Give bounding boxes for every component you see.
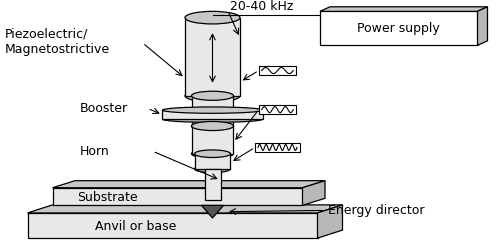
Polygon shape xyxy=(52,181,325,188)
Polygon shape xyxy=(302,181,325,205)
Ellipse shape xyxy=(185,89,240,102)
Text: Substrate: Substrate xyxy=(78,191,138,204)
Polygon shape xyxy=(192,96,234,126)
Ellipse shape xyxy=(162,116,262,122)
FancyBboxPatch shape xyxy=(255,143,300,152)
Polygon shape xyxy=(318,205,342,238)
Ellipse shape xyxy=(192,121,234,131)
Ellipse shape xyxy=(162,107,262,113)
Text: Horn: Horn xyxy=(80,145,110,158)
Ellipse shape xyxy=(185,11,240,24)
Polygon shape xyxy=(202,205,224,218)
Polygon shape xyxy=(52,188,302,205)
Polygon shape xyxy=(478,7,488,45)
Polygon shape xyxy=(320,7,488,11)
FancyBboxPatch shape xyxy=(259,105,296,114)
Polygon shape xyxy=(320,11,478,45)
Text: Power supply: Power supply xyxy=(357,22,440,35)
Polygon shape xyxy=(194,154,230,169)
Text: Anvil or base: Anvil or base xyxy=(95,220,176,233)
Text: Booster: Booster xyxy=(80,102,128,115)
Ellipse shape xyxy=(194,150,230,158)
Text: 20-40 kHz: 20-40 kHz xyxy=(230,0,294,13)
Polygon shape xyxy=(204,169,220,200)
Text: Piezoelectric/
Magnetostrictive: Piezoelectric/ Magnetostrictive xyxy=(5,27,110,56)
Ellipse shape xyxy=(192,91,234,100)
Polygon shape xyxy=(192,126,234,154)
Polygon shape xyxy=(28,205,342,213)
Text: Energy director: Energy director xyxy=(328,204,424,217)
Ellipse shape xyxy=(194,165,230,173)
Polygon shape xyxy=(28,213,318,238)
Polygon shape xyxy=(185,18,240,96)
FancyBboxPatch shape xyxy=(259,66,296,75)
Polygon shape xyxy=(162,110,262,119)
Ellipse shape xyxy=(192,121,234,131)
Ellipse shape xyxy=(192,149,234,158)
